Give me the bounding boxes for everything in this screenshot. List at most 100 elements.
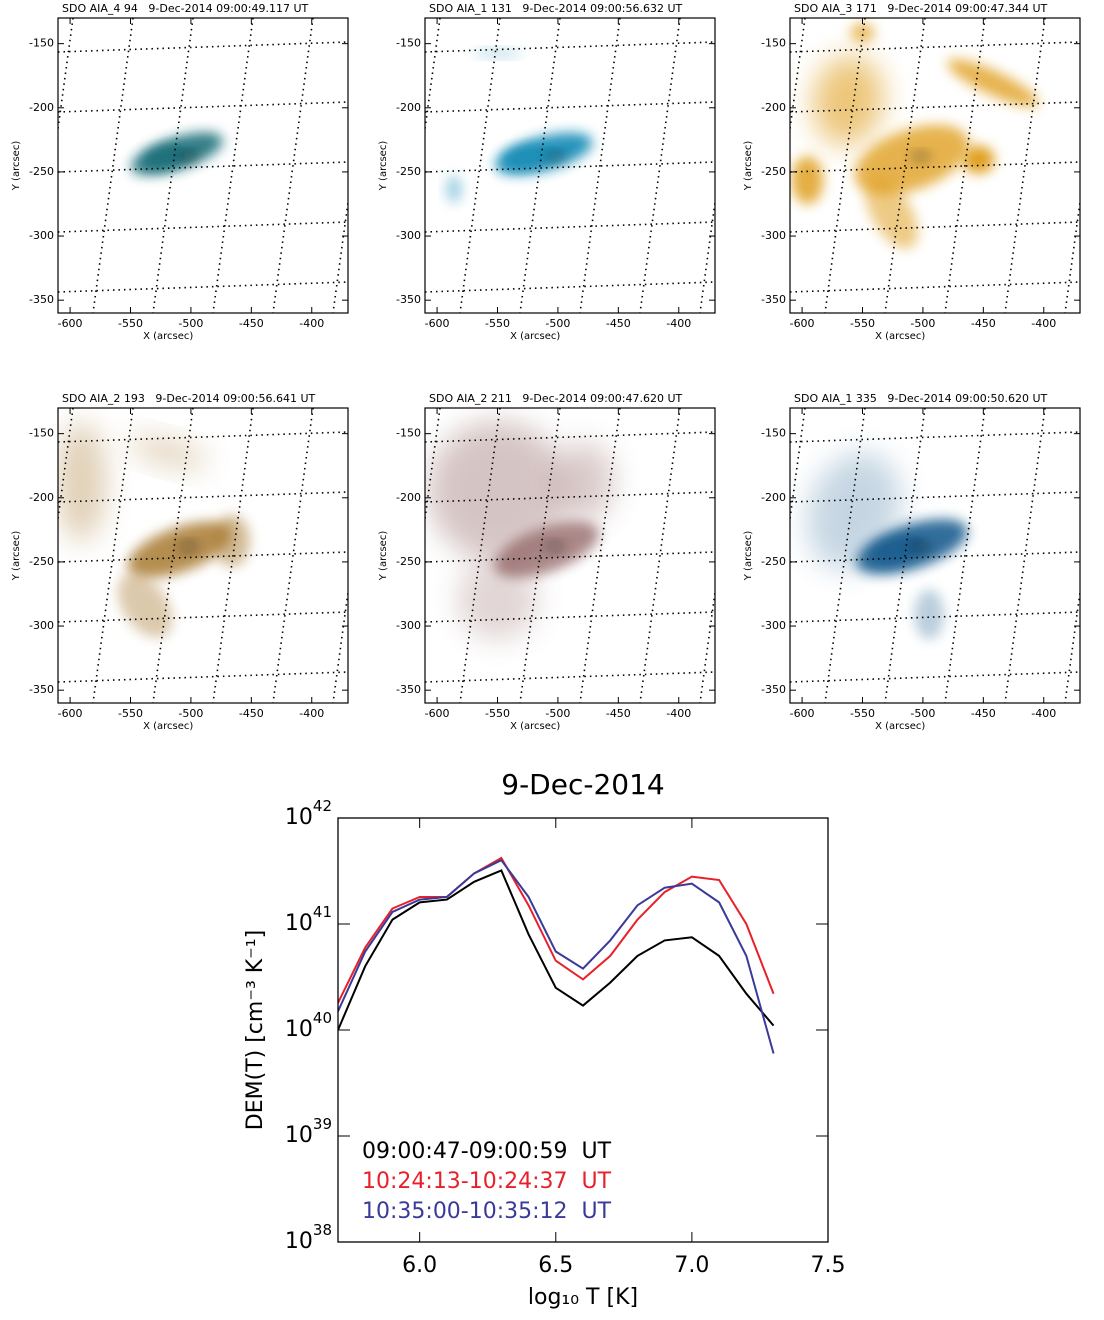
y-tick-label: 1041 <box>285 903 332 937</box>
legend-label: 09:00:47-09:00:59 UT <box>362 1139 612 1164</box>
helio-grid <box>58 431 348 443</box>
x-tick-label: 7.5 <box>811 1253 846 1278</box>
emission <box>129 435 208 470</box>
emission <box>865 176 918 249</box>
y-tick-label: -250 <box>761 555 786 568</box>
plot-frame <box>57 17 349 314</box>
helio-grid <box>272 408 314 703</box>
helio-grid <box>58 732 348 742</box>
y-tick-label: -200 <box>396 491 421 504</box>
y-tick-label: -350 <box>29 293 54 306</box>
y-tick-label: -200 <box>396 101 421 114</box>
helio-grid <box>425 101 715 113</box>
y-tick-label: -250 <box>396 555 421 568</box>
helio-grid <box>790 41 1080 53</box>
x-tick-label: 7.0 <box>674 1253 709 1278</box>
y-tick-label: -350 <box>396 683 421 696</box>
dem-line <box>338 869 775 1031</box>
x-tick-label: -600 <box>58 707 83 720</box>
x-tick-label: -550 <box>850 317 875 330</box>
y-tick-label: -150 <box>761 427 786 440</box>
core <box>910 541 931 552</box>
helio-grid <box>579 408 621 703</box>
helio-grid <box>425 161 715 173</box>
y-tick-label: -350 <box>761 293 786 306</box>
y-tick-label: 1038 <box>285 1221 332 1255</box>
helio-grid <box>639 18 681 313</box>
helio-grid <box>884 18 926 313</box>
x-axis-label: X (arcsec) <box>875 331 925 342</box>
helio-grid <box>639 408 681 703</box>
helio-grid <box>519 408 561 703</box>
x-tick-label: -600 <box>58 317 83 330</box>
y-tick-label: -150 <box>29 37 54 50</box>
x-tick-label: -500 <box>178 707 203 720</box>
emission <box>457 559 538 640</box>
x-tick-label: 6.0 <box>402 1253 437 1278</box>
helio-grid <box>58 18 74 135</box>
x-tick-label: -400 <box>299 707 324 720</box>
x-tick-label: -500 <box>545 707 570 720</box>
helio-grid <box>152 408 194 703</box>
plot-frame <box>337 817 829 1243</box>
helio-grid <box>425 408 441 525</box>
helio-grid <box>332 586 348 703</box>
y-tick-exponent: 40 <box>313 1009 332 1027</box>
x-tick-label: -450 <box>971 707 996 720</box>
helio-grid <box>58 101 348 113</box>
emission <box>117 573 173 638</box>
helio-grid <box>425 732 715 742</box>
y-axis-label: DEM(T) [cm⁻³ K⁻¹] <box>243 930 268 1130</box>
emission <box>812 55 884 146</box>
helio-grid <box>58 41 348 53</box>
x-tick-label: -500 <box>910 707 935 720</box>
core <box>178 151 199 162</box>
helio-grid <box>425 671 715 683</box>
y-tick-label: -300 <box>761 229 786 242</box>
helio-grid <box>884 408 926 703</box>
emission <box>502 145 551 168</box>
y-tick-label: -200 <box>761 491 786 504</box>
x-tick-label: -600 <box>790 317 815 330</box>
core <box>178 541 199 552</box>
y-tick-label: -300 <box>761 619 786 632</box>
x-tick-label: -550 <box>485 707 510 720</box>
y-tick-exponent: 39 <box>313 1115 332 1133</box>
y-tick-label: -150 <box>396 427 421 440</box>
helio-grid <box>332 196 348 313</box>
helio-grid <box>58 221 348 233</box>
helio-grid <box>790 342 1080 352</box>
y-axis-label: Y (arcsec) <box>378 141 389 192</box>
helio-grid <box>459 18 501 313</box>
y-tick-label: 1039 <box>285 1115 332 1149</box>
y-tick-label: -250 <box>29 555 54 568</box>
y-axis-label: Y (arcsec) <box>11 531 22 582</box>
helio-grid <box>212 408 254 703</box>
helio-grid <box>58 671 348 683</box>
emission <box>914 589 945 640</box>
helio-grid <box>425 342 715 352</box>
y-axis-label: Y (arcsec) <box>743 531 754 582</box>
helio-grid <box>425 18 441 135</box>
x-tick-label: -600 <box>425 317 450 330</box>
x-tick-label: -450 <box>239 707 264 720</box>
y-axis-label: Y (arcsec) <box>11 141 22 192</box>
y-tick-exponent: 38 <box>313 1221 332 1239</box>
x-tick-label: -600 <box>425 707 450 720</box>
panel-title: SDO AIA_1 335 9-Dec-2014 09:00:50.620 UT <box>794 392 1048 405</box>
helio-grid <box>1064 586 1080 703</box>
helio-grid <box>425 41 715 53</box>
y-tick-label: -250 <box>761 165 786 178</box>
y-tick-label: -300 <box>29 229 54 242</box>
y-tick-label: -350 <box>29 683 54 696</box>
x-tick-label: -450 <box>971 317 996 330</box>
y-tick-label: -200 <box>29 101 54 114</box>
x-tick-label: -550 <box>118 707 143 720</box>
helio-grid <box>790 671 1080 683</box>
y-tick-base: 10 <box>285 1229 313 1254</box>
helio-grid <box>1004 408 1046 703</box>
helio-grid <box>824 18 866 313</box>
emission <box>962 145 995 174</box>
y-tick-label: 1040 <box>285 1009 332 1043</box>
